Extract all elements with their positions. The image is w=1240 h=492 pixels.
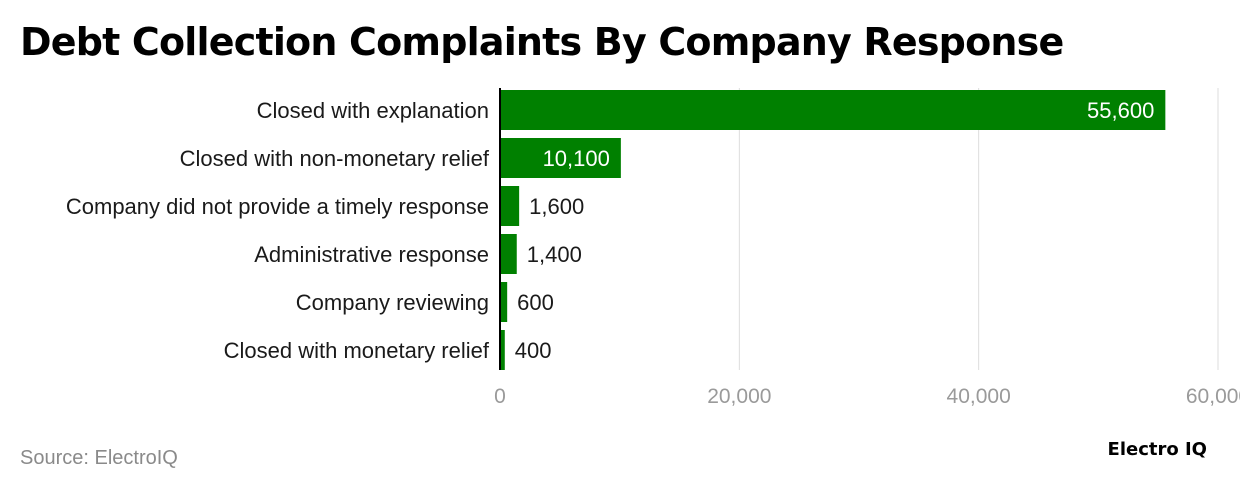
bar — [500, 282, 508, 322]
value-label: 55,600 — [1087, 98, 1154, 123]
category-label: Closed with explanation — [257, 98, 489, 123]
bar — [500, 138, 621, 178]
category-label: Company reviewing — [296, 290, 489, 315]
value-label: 600 — [517, 290, 554, 315]
x-tick-label: 0 — [494, 385, 506, 408]
value-label: 10,100 — [543, 146, 610, 171]
bar — [500, 330, 505, 370]
bar — [500, 90, 1166, 130]
source-note: Source: ElectroIQ — [20, 447, 178, 469]
x-tick-label: 40,000 — [947, 385, 1011, 408]
category-label: Closed with non-monetary relief — [180, 146, 490, 171]
value-label: 1,400 — [527, 242, 582, 267]
category-label: Administrative response — [254, 242, 489, 267]
bar — [500, 234, 517, 274]
value-label: 400 — [515, 338, 552, 363]
category-label: Closed with monetary relief — [224, 338, 490, 363]
bar — [500, 186, 520, 226]
category-label: Company did not provide a timely respons… — [66, 194, 489, 219]
x-tick-label: 20,000 — [707, 385, 771, 408]
brand-logo: Electro IQ — [1107, 439, 1207, 460]
value-label: 1,600 — [529, 194, 584, 219]
chart-title: Debt Collection Complaints By Company Re… — [20, 20, 1064, 64]
x-tick-label: 60,000 — [1186, 385, 1240, 408]
